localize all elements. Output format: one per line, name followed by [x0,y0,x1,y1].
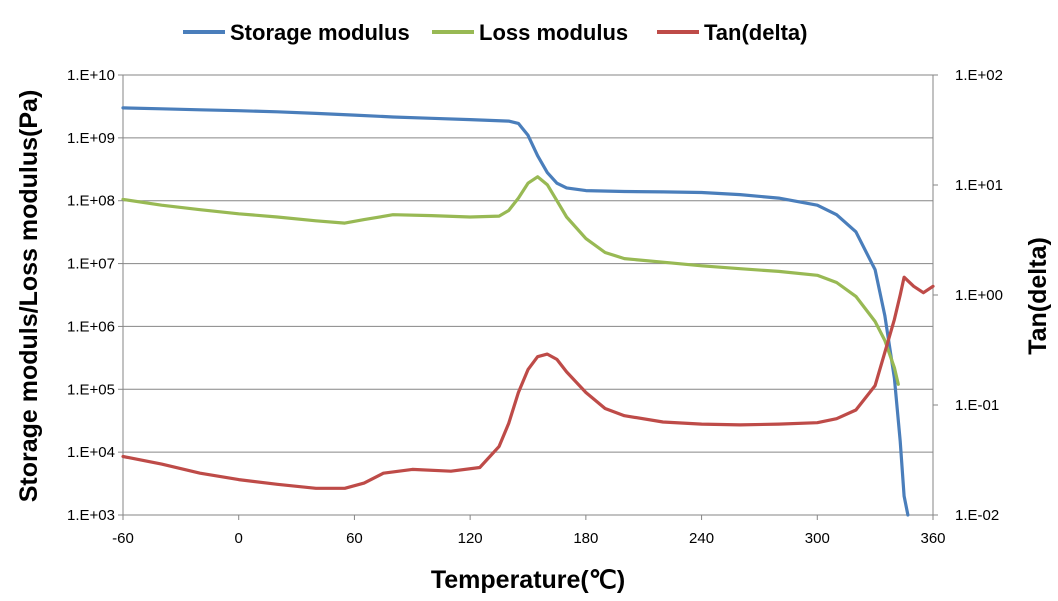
y-tick-label: 1.E+04 [67,444,115,461]
y-tick-label: 1.E+09 [67,130,115,147]
y-tick-label: 1.E+07 [67,256,115,273]
series-line-storage-modulus [121,106,910,517]
x-axis-ticks: -60 0 60 120 180 240 300 360 [112,515,946,547]
x-tick-label: 120 [458,530,483,547]
x-axis-title: Temperature(℃) [431,566,625,594]
x-tick-label: 180 [573,530,598,547]
series-lines [121,106,935,517]
y2-tick-label: 1.E-01 [955,397,999,414]
x-tick-label: 360 [920,530,945,547]
x-tick-label: 300 [805,530,830,547]
x-tick-label: 60 [346,530,363,547]
y2-tick-label: 1.E+01 [955,177,1003,194]
x-tick-label: 0 [235,530,243,547]
y-axis-left-ticks: 1.E+03 1.E+04 1.E+05 1.E+06 1.E+07 1.E+08 1.E+… [67,67,123,524]
series-line-tan-delta [121,275,935,490]
y-tick-label: 1.E+10 [67,67,115,84]
legend: Storage modulus Loss modulus Tan(delta) [183,20,807,45]
y-axis-left-title: Storage moduls/Loss modulus(Pa) [15,90,43,503]
y-tick-label: 1.E+03 [67,507,115,524]
y-axis-right-ticks: 1.E-02 1.E-01 1.E+00 1.E+01 1.E+02 [933,67,1003,524]
series-line-loss-modulus [121,175,900,386]
legend-label: Loss modulus [479,20,628,45]
y-tick-label: 1.E+05 [67,381,115,398]
y-tick-label: 1.E+08 [67,193,115,210]
y-tick-label: 1.E+06 [67,318,115,335]
x-tick-label: 240 [689,530,714,547]
x-tick-label: -60 [112,530,134,547]
y2-tick-label: 1.E-02 [955,507,999,524]
y-axis-right-title: Tan(delta) [1024,237,1052,355]
y2-tick-label: 1.E+02 [955,67,1003,84]
plot-area [122,74,934,516]
y2-tick-label: 1.E+00 [955,287,1003,304]
legend-label: Storage modulus [230,20,410,45]
legend-label: Tan(delta) [704,20,807,45]
